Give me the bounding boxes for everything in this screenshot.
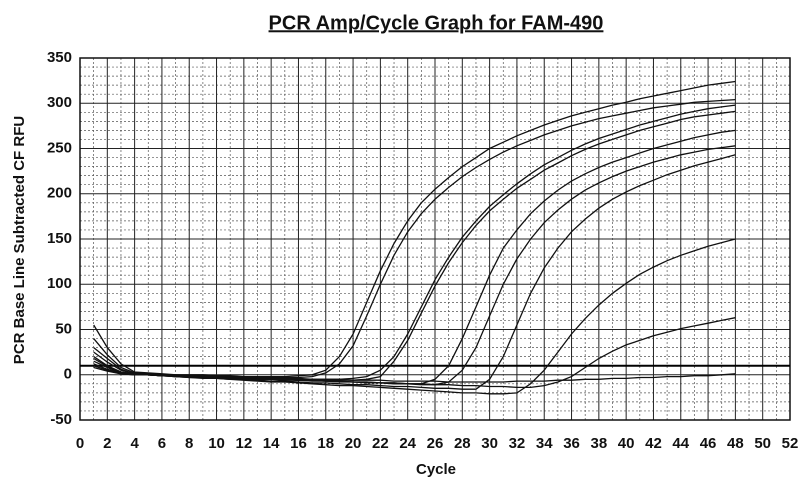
series-line [93, 110, 736, 381]
y-tick-label: 250 [47, 139, 72, 156]
x-tick-label: 32 [509, 435, 526, 452]
y-tick-label: 0 [64, 366, 72, 383]
x-tick-label: 6 [158, 435, 166, 452]
x-tick-label: 44 [672, 435, 689, 452]
y-tick-label: -50 [50, 411, 72, 428]
x-tick-label: 0 [76, 435, 84, 452]
x-tick-label: 34 [536, 435, 553, 452]
y-tick-label: 350 [47, 49, 72, 66]
x-tick-label: 52 [782, 435, 799, 452]
x-tick-label: 16 [290, 435, 307, 452]
x-tick-label: 40 [618, 435, 635, 452]
x-tick-label: 46 [700, 435, 717, 452]
x-tick-label: 30 [481, 435, 498, 452]
x-tick-label: 24 [399, 435, 416, 452]
x-tick-label: 10 [208, 435, 225, 452]
x-tick-label: 36 [563, 435, 580, 452]
x-tick-label: 26 [427, 435, 444, 452]
x-tick-label: 48 [727, 435, 744, 452]
y-tick-label: 150 [47, 230, 72, 247]
series-line [93, 366, 736, 383]
series-line [93, 238, 736, 395]
series-line [93, 98, 736, 379]
y-tick-label: 200 [47, 185, 72, 202]
x-tick-label: 18 [317, 435, 334, 452]
y-axis-label: PCR Base Line Subtracted CF RFU [11, 116, 28, 364]
x-tick-label: 2 [103, 435, 111, 452]
x-tick-label: 22 [372, 435, 389, 452]
x-tick-label: 14 [263, 435, 280, 452]
chart-title: PCR Amp/Cycle Graph for FAM-490 [269, 12, 604, 34]
x-tick-label: 50 [754, 435, 771, 452]
x-tick-label: 12 [236, 435, 253, 452]
x-tick-label: 20 [345, 435, 362, 452]
series-line [93, 145, 736, 386]
x-tick-label: 8 [185, 435, 193, 452]
y-tick-label: 300 [47, 94, 72, 111]
x-tick-label: 42 [645, 435, 662, 452]
x-tick-label: 38 [591, 435, 608, 452]
plot-frame [79, 57, 791, 421]
series-line [93, 104, 736, 380]
y-tick-label: 50 [55, 320, 72, 337]
x-axis-label: Cycle [416, 461, 456, 478]
y-tick-label: 100 [47, 275, 72, 292]
x-tick-label: 28 [454, 435, 471, 452]
series-line [93, 154, 736, 390]
x-tick-label: 4 [130, 435, 139, 452]
series-line [93, 80, 736, 378]
